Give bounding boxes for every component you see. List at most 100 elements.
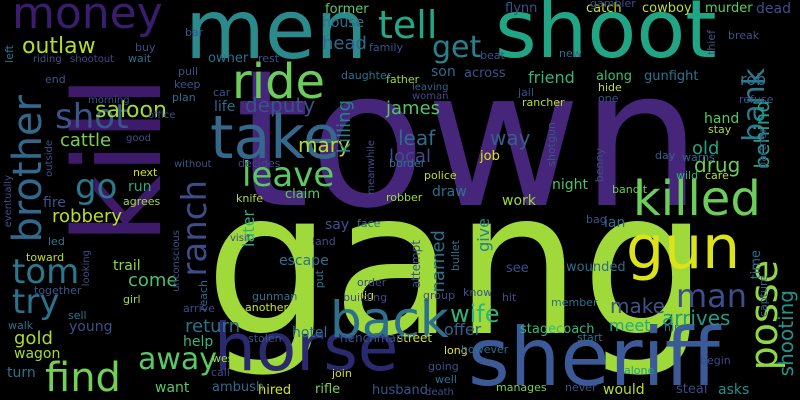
word-way: way (490, 126, 531, 150)
word-murder: murder (705, 1, 753, 16)
word-return: return (185, 316, 241, 337)
word-claim: claim (285, 187, 321, 202)
word-family: family (369, 41, 403, 54)
word-gun: gun (626, 213, 741, 283)
word-unconscious: unconscious (171, 230, 182, 292)
word-decides: decides (238, 157, 281, 170)
word-next: next (133, 166, 158, 179)
word-head: head (322, 33, 367, 54)
word-local: local (389, 146, 431, 167)
word-rifle: rifle (315, 382, 341, 397)
word-wife: wife (450, 300, 500, 328)
word-leaf: leaf (398, 126, 436, 150)
word-building: building (343, 291, 388, 304)
word-give: give (474, 218, 493, 252)
word-attempt: attempt (409, 240, 423, 289)
word-break: break (728, 29, 760, 42)
word-go: go (75, 167, 118, 207)
word-gang: gang (205, 148, 709, 381)
word-big: big (357, 289, 375, 302)
word-pull: pull (178, 65, 199, 78)
word-well: well (435, 373, 457, 386)
word-begin: begin (700, 354, 731, 367)
word-away: away (138, 342, 218, 377)
word-group: group (423, 289, 455, 302)
word-town: town (235, 29, 702, 250)
word-gold: gold (14, 328, 53, 349)
word-day: day (655, 149, 676, 162)
word-arrives: arrives (662, 306, 731, 330)
word-put: put (313, 270, 326, 289)
word-robbery: robbery (52, 206, 122, 227)
word-wounded: wounded (566, 260, 626, 275)
word-flynn: flynn (505, 1, 538, 16)
word-death: death (425, 387, 454, 398)
word-life: life (214, 99, 236, 115)
word-owner: owner (208, 51, 249, 66)
word-jail: jail (518, 86, 534, 99)
word-join: join (332, 367, 352, 380)
word-rest: rest (258, 52, 280, 65)
word-walk: walk (8, 319, 34, 332)
word-new: new (559, 47, 582, 60)
word-meanwhile: meanwhile (366, 140, 377, 195)
word-stolen: stolen (248, 332, 282, 345)
word-left: left (3, 45, 16, 63)
word-member: member (551, 296, 598, 309)
word-horse: horse (214, 309, 399, 386)
word-mary: mary (298, 133, 350, 157)
word-good: good (126, 133, 151, 144)
word-together: together (34, 284, 82, 297)
word-gunfight: gunfight (644, 69, 699, 84)
word-hide: hide (598, 81, 622, 94)
word-tell: tell (378, 3, 438, 47)
word-leave: leave (242, 155, 335, 195)
word-turn: turn (7, 365, 36, 381)
word-refuse: refuse (739, 93, 774, 106)
word-office: office (148, 110, 176, 121)
word-henchman: henchman (340, 331, 404, 345)
word-son: son (431, 64, 456, 80)
word-saloon: saloon (95, 98, 167, 123)
word-house: house (322, 15, 365, 31)
word-work: work (502, 193, 536, 209)
word-visit: visit (230, 233, 251, 244)
word-dead: dead (756, 1, 791, 17)
word-named: named (428, 230, 449, 293)
word-capture: capture (757, 275, 770, 318)
word-make: make (610, 294, 665, 318)
word-would: would (603, 382, 645, 398)
word-brother: brother (5, 95, 51, 243)
word-offer: offer (444, 320, 482, 339)
word-never: never (565, 381, 597, 394)
word-hired: hired (258, 383, 292, 398)
word-long: long (444, 344, 468, 357)
word-young: young (69, 319, 113, 335)
word-shooting: shooting (774, 290, 798, 377)
word-agrees: agrees (123, 195, 161, 208)
word-friend: friend (528, 68, 575, 87)
word-drug: drug (694, 153, 741, 177)
word-morning: morning (88, 95, 130, 106)
word-daughter: daughter (341, 69, 392, 82)
word-thief: thief (705, 30, 718, 55)
word-eventually: eventually (3, 175, 14, 228)
word-police: police (424, 169, 457, 182)
word-shot: shot (55, 97, 129, 137)
word-bag: bag (586, 213, 607, 226)
word-wild: wild (676, 169, 699, 182)
word-catch: catch (586, 1, 622, 16)
word-end: end (45, 73, 66, 86)
word-see: see (506, 261, 529, 276)
word-face: face (357, 217, 381, 230)
word-steal: steal (676, 382, 708, 397)
word-asks: asks (718, 382, 750, 398)
word-cattle: cattle (60, 130, 112, 151)
word-try: try (12, 282, 60, 322)
word-shootout: shootout (70, 54, 115, 65)
word-hotel: hotel (292, 325, 328, 341)
word-deputy: deputy (245, 93, 316, 117)
word-beat: beat (480, 49, 505, 62)
word-land: land (312, 235, 336, 248)
